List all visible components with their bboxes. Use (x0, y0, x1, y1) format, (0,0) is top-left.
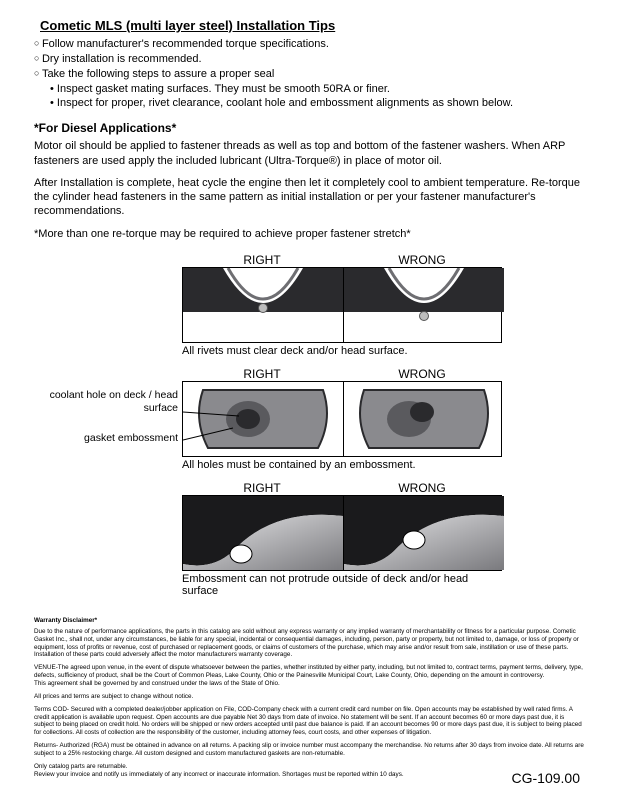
sub-bullet: Inspect for proper, rivet clearance, coo… (34, 96, 584, 111)
bullet-list: Follow manufacturer's recommended torque… (34, 37, 584, 111)
paragraph: *More than one re-torque may be required… (34, 227, 584, 241)
label-right: RIGHT (182, 367, 342, 381)
label-wrong: WRONG (342, 253, 502, 267)
disclaimer-p: VENUE-The agreed upon venue, in the even… (34, 664, 584, 688)
paragraph: After Installation is complete, heat cyc… (34, 176, 584, 219)
label-embossment: gasket embossment (34, 432, 178, 445)
caption: All rivets must clear deck and/or head s… (182, 345, 502, 357)
diagram-emboss-right (183, 496, 343, 570)
bullet: Dry installation is recommended. (34, 52, 584, 67)
caption: Embossment can not protrude outside of d… (182, 573, 502, 597)
diagram-row-1: RIGHT WRONG All rivets (182, 253, 502, 357)
disclaimer-p: Terms COD- Secured with a completed deal… (34, 706, 584, 737)
disclaimer-p: Returns- Authorized (RGA) must be obtain… (34, 742, 584, 758)
diagram-row-3: RIGHT WRONG (182, 481, 502, 597)
sub-bullet: Inspect gasket mating surfaces. They mus… (34, 82, 584, 97)
diagram-row-2: RIGHT WRONG (182, 367, 502, 471)
diagram-hole-wrong (343, 382, 503, 456)
diagram-emboss-wrong (343, 496, 503, 570)
side-labels: coolant hole on deck / head surface gask… (34, 363, 182, 463)
disclaimer-p: All prices and terms are subject to chan… (34, 693, 584, 701)
diagram-rivet-right (183, 268, 343, 342)
label-wrong: WRONG (342, 367, 502, 381)
caption: All holes must be contained by an emboss… (182, 459, 502, 471)
label-coolant-hole: coolant hole on deck / head surface (34, 389, 178, 414)
label-right: RIGHT (182, 253, 342, 267)
diagram-hole-right (183, 382, 343, 456)
bullet: Follow manufacturer's recommended torque… (34, 37, 584, 52)
bullet: Take the following steps to assure a pro… (34, 67, 584, 82)
paragraph: Motor oil should be applied to fastener … (34, 139, 584, 168)
disclaimer-p: Due to the nature of performance applica… (34, 628, 584, 659)
disclaimer-p: Only catalog parts are returnable. Revie… (34, 763, 584, 779)
page-title: Cometic MLS (multi layer steel) Installa… (40, 18, 584, 33)
diesel-heading: *For Diesel Applications* (34, 121, 584, 135)
disclaimer-heading: Warranty Disclaimer* (34, 617, 584, 625)
document-number: CG-109.00 (512, 770, 580, 786)
label-wrong: WRONG (342, 481, 502, 495)
diagram-rivet-wrong (343, 268, 503, 342)
label-right: RIGHT (182, 481, 342, 495)
disclaimer: Warranty Disclaimer* Due to the nature o… (34, 617, 584, 779)
